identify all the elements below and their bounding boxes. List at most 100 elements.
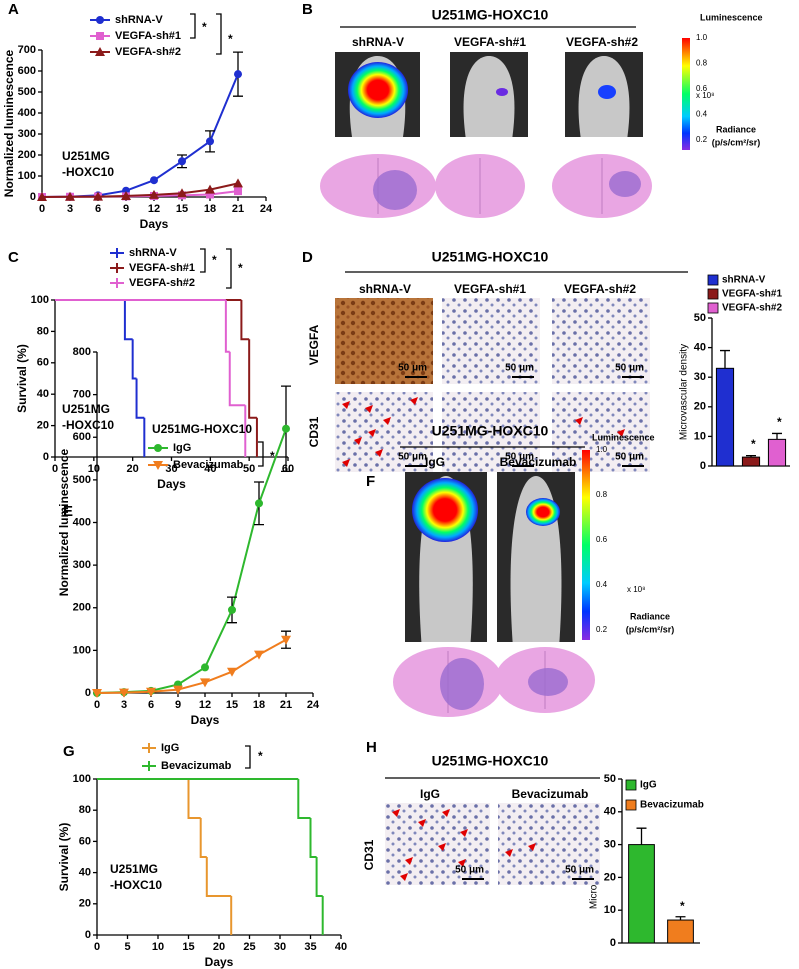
- y-tick-label: 20: [604, 871, 616, 883]
- y-tick-label: 40: [694, 342, 706, 354]
- survival-step: [135, 378, 145, 419]
- survival-step: [315, 857, 323, 897]
- y-tick-label: 800: [73, 346, 91, 358]
- y-tick-label: 400: [18, 107, 36, 119]
- x-tick-label: 5: [124, 941, 130, 953]
- arrowhead: [410, 397, 418, 405]
- scale-bar-label: 50 μm: [505, 363, 534, 374]
- y-axis-label: Normalized luminescence: [57, 448, 71, 596]
- x-axis-label: Days: [205, 955, 234, 969]
- marker: [200, 678, 210, 688]
- column-label: IgG: [420, 787, 440, 801]
- y-tick-label: 40: [604, 806, 616, 818]
- marker: [206, 190, 214, 199]
- y-tick-label: 300: [73, 559, 91, 571]
- arrowhead: [505, 849, 513, 857]
- colorbar-tick: 0.6: [696, 84, 708, 93]
- row-label: VEGFA: [307, 324, 321, 365]
- colorbar-tick: 1.0: [696, 33, 708, 42]
- marker: [154, 444, 162, 452]
- y-tick-label: 600: [73, 431, 91, 443]
- tumor-area: [609, 171, 641, 197]
- marker: [234, 70, 242, 79]
- y-tick-label: 10: [694, 430, 706, 442]
- survival-step: [248, 339, 257, 419]
- annotation: *: [228, 32, 233, 46]
- y-tick-label: 200: [18, 149, 36, 161]
- marker: [92, 689, 102, 698]
- y-tick-label: 10: [604, 904, 616, 916]
- legend-swatch: [625, 779, 637, 791]
- marker: [146, 687, 156, 697]
- scale-bar-label: 50 μm: [455, 865, 484, 876]
- column-label: VEGFA-sh#1: [454, 35, 526, 49]
- x-tick-label: 0: [94, 941, 100, 953]
- x-tick-label: 24: [260, 203, 273, 215]
- x-tick-label: 12: [148, 203, 160, 215]
- legend-label: shRNA-V: [722, 275, 766, 286]
- y-tick-label: 300: [18, 128, 36, 140]
- y-tick-label: 80: [79, 804, 91, 816]
- column-label: VEGFA-sh#1: [454, 282, 526, 296]
- ihc-image: [385, 803, 490, 885]
- arrowhead: [365, 405, 373, 413]
- y-tick-label: 0: [85, 687, 91, 699]
- ihc-image: [442, 298, 540, 384]
- error-bar: [675, 916, 686, 921]
- panel-letter: F: [366, 473, 375, 490]
- colorbar-tick: 0.2: [596, 625, 608, 634]
- y-tick-label: 40: [79, 867, 91, 879]
- colorbar-tick: 0.6: [596, 535, 608, 544]
- y-tick-label: 0: [85, 929, 91, 941]
- bar: [767, 438, 787, 467]
- bioluminescence: [496, 88, 508, 96]
- legend-swatch: [707, 302, 719, 314]
- colorbar-tick: 1.0: [596, 445, 608, 454]
- legend-label: IgG: [640, 780, 657, 791]
- x-tick-label: 20: [127, 463, 139, 475]
- scale-bar-label: 50 μm: [398, 363, 427, 374]
- x-tick-label: 0: [52, 463, 58, 475]
- column-label: Bevacizumab: [500, 455, 577, 469]
- y-tick-label: 20: [79, 898, 91, 910]
- arrowhead: [354, 437, 362, 445]
- colorbar-multiplier: x 10⁸: [627, 585, 646, 594]
- significance-bracket: [226, 248, 232, 289]
- x-tick-label: 15: [182, 941, 194, 953]
- marker: [93, 191, 103, 201]
- legend-label: IgG: [161, 742, 179, 754]
- bar: [628, 844, 655, 944]
- annotation: *: [751, 437, 756, 451]
- legend-label: shRNA-V: [115, 14, 163, 26]
- x-tick-label: 35: [304, 941, 316, 953]
- marker: [37, 192, 47, 201]
- legend-swatch: [707, 288, 719, 300]
- y-tick-label: 700: [73, 389, 91, 401]
- survival-step: [205, 857, 232, 897]
- arrowhead: [575, 417, 583, 425]
- y-tick-label: 500: [18, 86, 36, 98]
- annotation: -HOXC10: [62, 418, 114, 432]
- bioluminescence: [598, 85, 616, 99]
- image-title: U251MG-HOXC10: [432, 7, 549, 23]
- survival-step: [228, 351, 246, 407]
- marker: [281, 635, 291, 645]
- y-tick-label: 700: [18, 44, 36, 56]
- arrowhead: [342, 459, 350, 467]
- marker: [149, 189, 159, 199]
- annotation: -HOXC10: [110, 878, 162, 892]
- survival-step: [309, 818, 317, 858]
- legend-label: Bevacizumab: [161, 760, 232, 772]
- bar: [715, 367, 735, 467]
- x-tick-label: 18: [253, 699, 265, 711]
- scale-bar-label: 50 μm: [505, 452, 534, 463]
- panel-letter: G: [63, 743, 75, 760]
- x-tick-label: 0: [39, 203, 45, 215]
- arrowhead: [458, 859, 466, 867]
- image-title: U251MG-HOXC10: [432, 423, 549, 439]
- y-tick-label: 40: [37, 388, 49, 400]
- x-tick-label: 18: [204, 203, 216, 215]
- x-tick-label: 9: [175, 699, 181, 711]
- arrowhead: [405, 857, 413, 865]
- legend-line: [110, 263, 124, 273]
